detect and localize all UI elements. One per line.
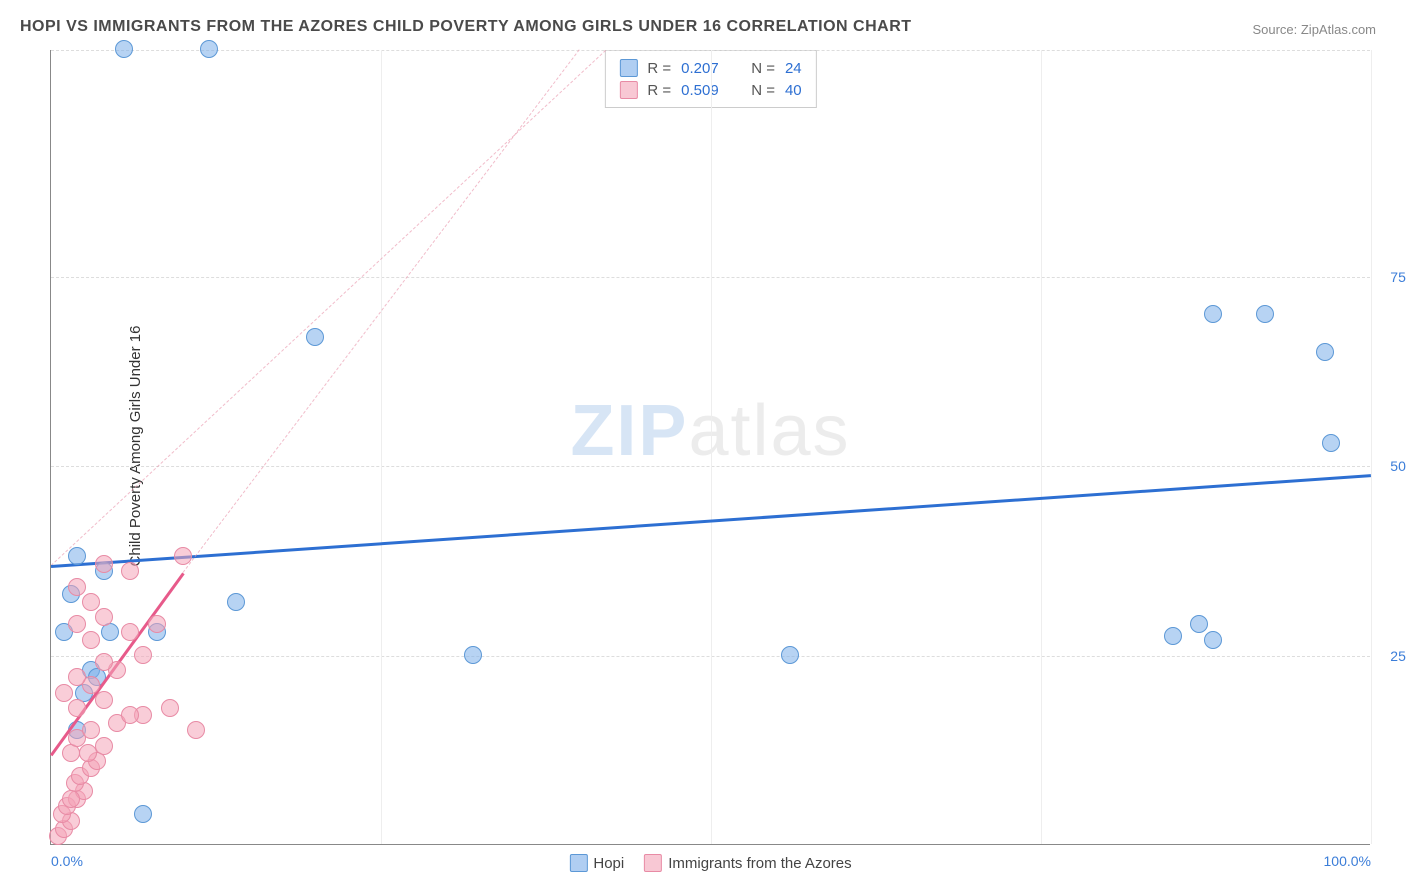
data-point <box>68 699 86 717</box>
data-point <box>174 547 192 565</box>
data-point <box>227 593 245 611</box>
chart-title: HOPI VS IMMIGRANTS FROM THE AZORES CHILD… <box>20 18 912 36</box>
y-tick-label: 25.0% <box>1375 648 1406 664</box>
data-point <box>1256 305 1274 323</box>
n-label: N = <box>751 60 775 77</box>
data-point <box>68 578 86 596</box>
x-tick-label: 100.0% <box>1324 853 1371 869</box>
data-point <box>121 623 139 641</box>
data-point <box>68 668 86 686</box>
r-label: R = <box>647 60 671 77</box>
data-point <box>79 744 97 762</box>
data-point <box>55 684 73 702</box>
legend-swatch <box>644 854 662 872</box>
data-point <box>781 646 799 664</box>
data-point <box>82 631 100 649</box>
data-point <box>134 805 152 823</box>
data-point <box>161 699 179 717</box>
trend-line <box>51 50 606 566</box>
data-point <box>134 646 152 664</box>
data-point <box>95 737 113 755</box>
data-point <box>95 555 113 573</box>
plot-area: ZIPatlas R = 0.207 N = 24R = 0.509 N = 4… <box>50 50 1370 845</box>
data-point <box>1164 627 1182 645</box>
r-value: 0.207 <box>681 60 719 77</box>
gridline-vertical <box>381 50 382 844</box>
gridline-vertical <box>1041 50 1042 844</box>
data-point <box>82 593 100 611</box>
y-tick-label: 75.0% <box>1375 269 1406 285</box>
legend-swatch <box>619 81 637 99</box>
data-point <box>200 40 218 58</box>
n-label: N = <box>751 82 775 99</box>
gridline-vertical <box>1371 50 1372 844</box>
data-point <box>121 706 139 724</box>
data-point <box>1316 343 1334 361</box>
gridline-vertical <box>711 50 712 844</box>
r-value: 0.509 <box>681 82 719 99</box>
legend-item: Immigrants from the Azores <box>644 854 851 872</box>
data-point <box>464 646 482 664</box>
source-label: Source: ZipAtlas.com <box>1252 22 1376 37</box>
data-point <box>115 40 133 58</box>
legend-label: Immigrants from the Azores <box>668 855 851 872</box>
n-value: 24 <box>785 60 802 77</box>
data-point <box>306 328 324 346</box>
data-point <box>1322 434 1340 452</box>
legend-swatch <box>619 59 637 77</box>
y-tick-label: 50.0% <box>1375 458 1406 474</box>
data-point <box>68 615 86 633</box>
data-point <box>82 721 100 739</box>
x-tick-label: 0.0% <box>51 853 83 869</box>
n-value: 40 <box>785 82 802 99</box>
r-label: R = <box>647 82 671 99</box>
data-point <box>1204 631 1222 649</box>
data-point <box>121 562 139 580</box>
legend-swatch <box>569 854 587 872</box>
data-point <box>62 790 80 808</box>
legend-item: Hopi <box>569 854 624 872</box>
data-point <box>95 608 113 626</box>
series-legend: Hopi Immigrants from the Azores <box>569 854 851 872</box>
data-point <box>148 615 166 633</box>
data-point <box>187 721 205 739</box>
data-point <box>1204 305 1222 323</box>
data-point <box>1190 615 1208 633</box>
legend-label: Hopi <box>593 855 624 872</box>
data-point <box>95 653 113 671</box>
data-point <box>95 691 113 709</box>
data-point <box>68 547 86 565</box>
